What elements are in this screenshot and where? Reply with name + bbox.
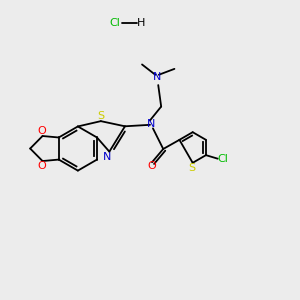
Text: N: N bbox=[153, 72, 161, 82]
Text: H: H bbox=[137, 18, 146, 28]
Text: O: O bbox=[148, 161, 156, 171]
Text: S: S bbox=[97, 111, 104, 121]
Text: Cl: Cl bbox=[109, 18, 120, 28]
Text: Cl: Cl bbox=[217, 154, 228, 164]
Text: N: N bbox=[103, 152, 111, 162]
Text: N: N bbox=[146, 119, 155, 129]
Text: O: O bbox=[38, 126, 46, 136]
Text: S: S bbox=[188, 163, 196, 173]
Text: O: O bbox=[38, 161, 46, 171]
